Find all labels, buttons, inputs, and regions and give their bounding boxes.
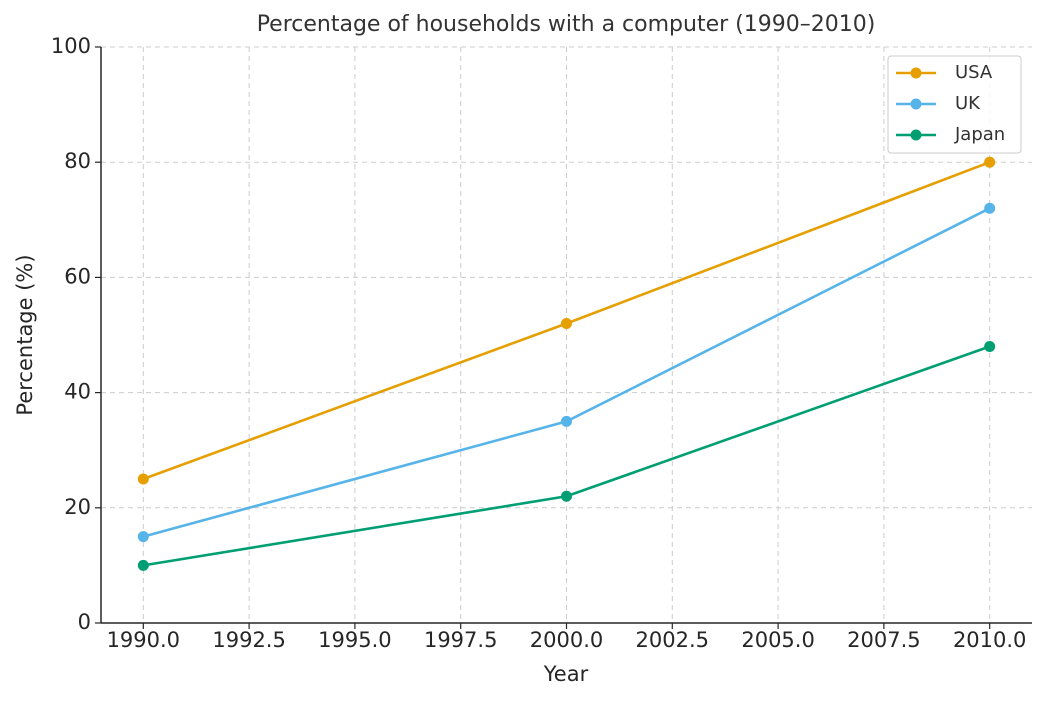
y-tick-label: 60 — [64, 264, 91, 288]
chart-title: Percentage of households with a computer… — [257, 12, 876, 37]
data-point — [984, 341, 996, 353]
x-tick-label: 1990.0 — [107, 628, 180, 652]
y-axis-label: Percentage (%) — [13, 254, 37, 415]
x-tick-label: 1992.5 — [212, 628, 285, 652]
legend-marker — [910, 98, 922, 110]
x-tick-label: 1997.5 — [424, 628, 497, 652]
x-tick-label: 2010.0 — [953, 628, 1026, 652]
data-point — [984, 202, 996, 214]
x-tick-label: 1995.0 — [318, 628, 391, 652]
legend: USA UK Japan — [887, 55, 1022, 154]
legend-label: UK — [955, 93, 981, 114]
data-point — [137, 559, 149, 571]
y-tick-label: 100 — [51, 34, 91, 58]
legend-marker — [910, 129, 922, 141]
legend-label: USA — [955, 62, 993, 83]
x-tick-label: 2007.5 — [847, 628, 920, 652]
data-point — [137, 473, 149, 485]
x-tick-label: 2005.0 — [741, 628, 814, 652]
y-tick-label: 40 — [64, 380, 91, 404]
x-tick-label: 2000.0 — [530, 628, 603, 652]
legend-label: Japan — [954, 124, 1005, 145]
y-tick-label: 20 — [64, 495, 91, 519]
legend-box — [887, 55, 1022, 154]
y-tick-label: 0 — [78, 610, 91, 634]
y-tick-label: 80 — [64, 149, 91, 173]
data-point — [137, 531, 149, 543]
x-tick-label: 2002.5 — [636, 628, 709, 652]
x-axis-label: Year — [543, 662, 589, 686]
data-point — [561, 317, 572, 329]
data-point — [984, 156, 996, 168]
data-point — [561, 415, 572, 427]
data-point — [561, 490, 572, 502]
legend-marker — [910, 67, 922, 79]
